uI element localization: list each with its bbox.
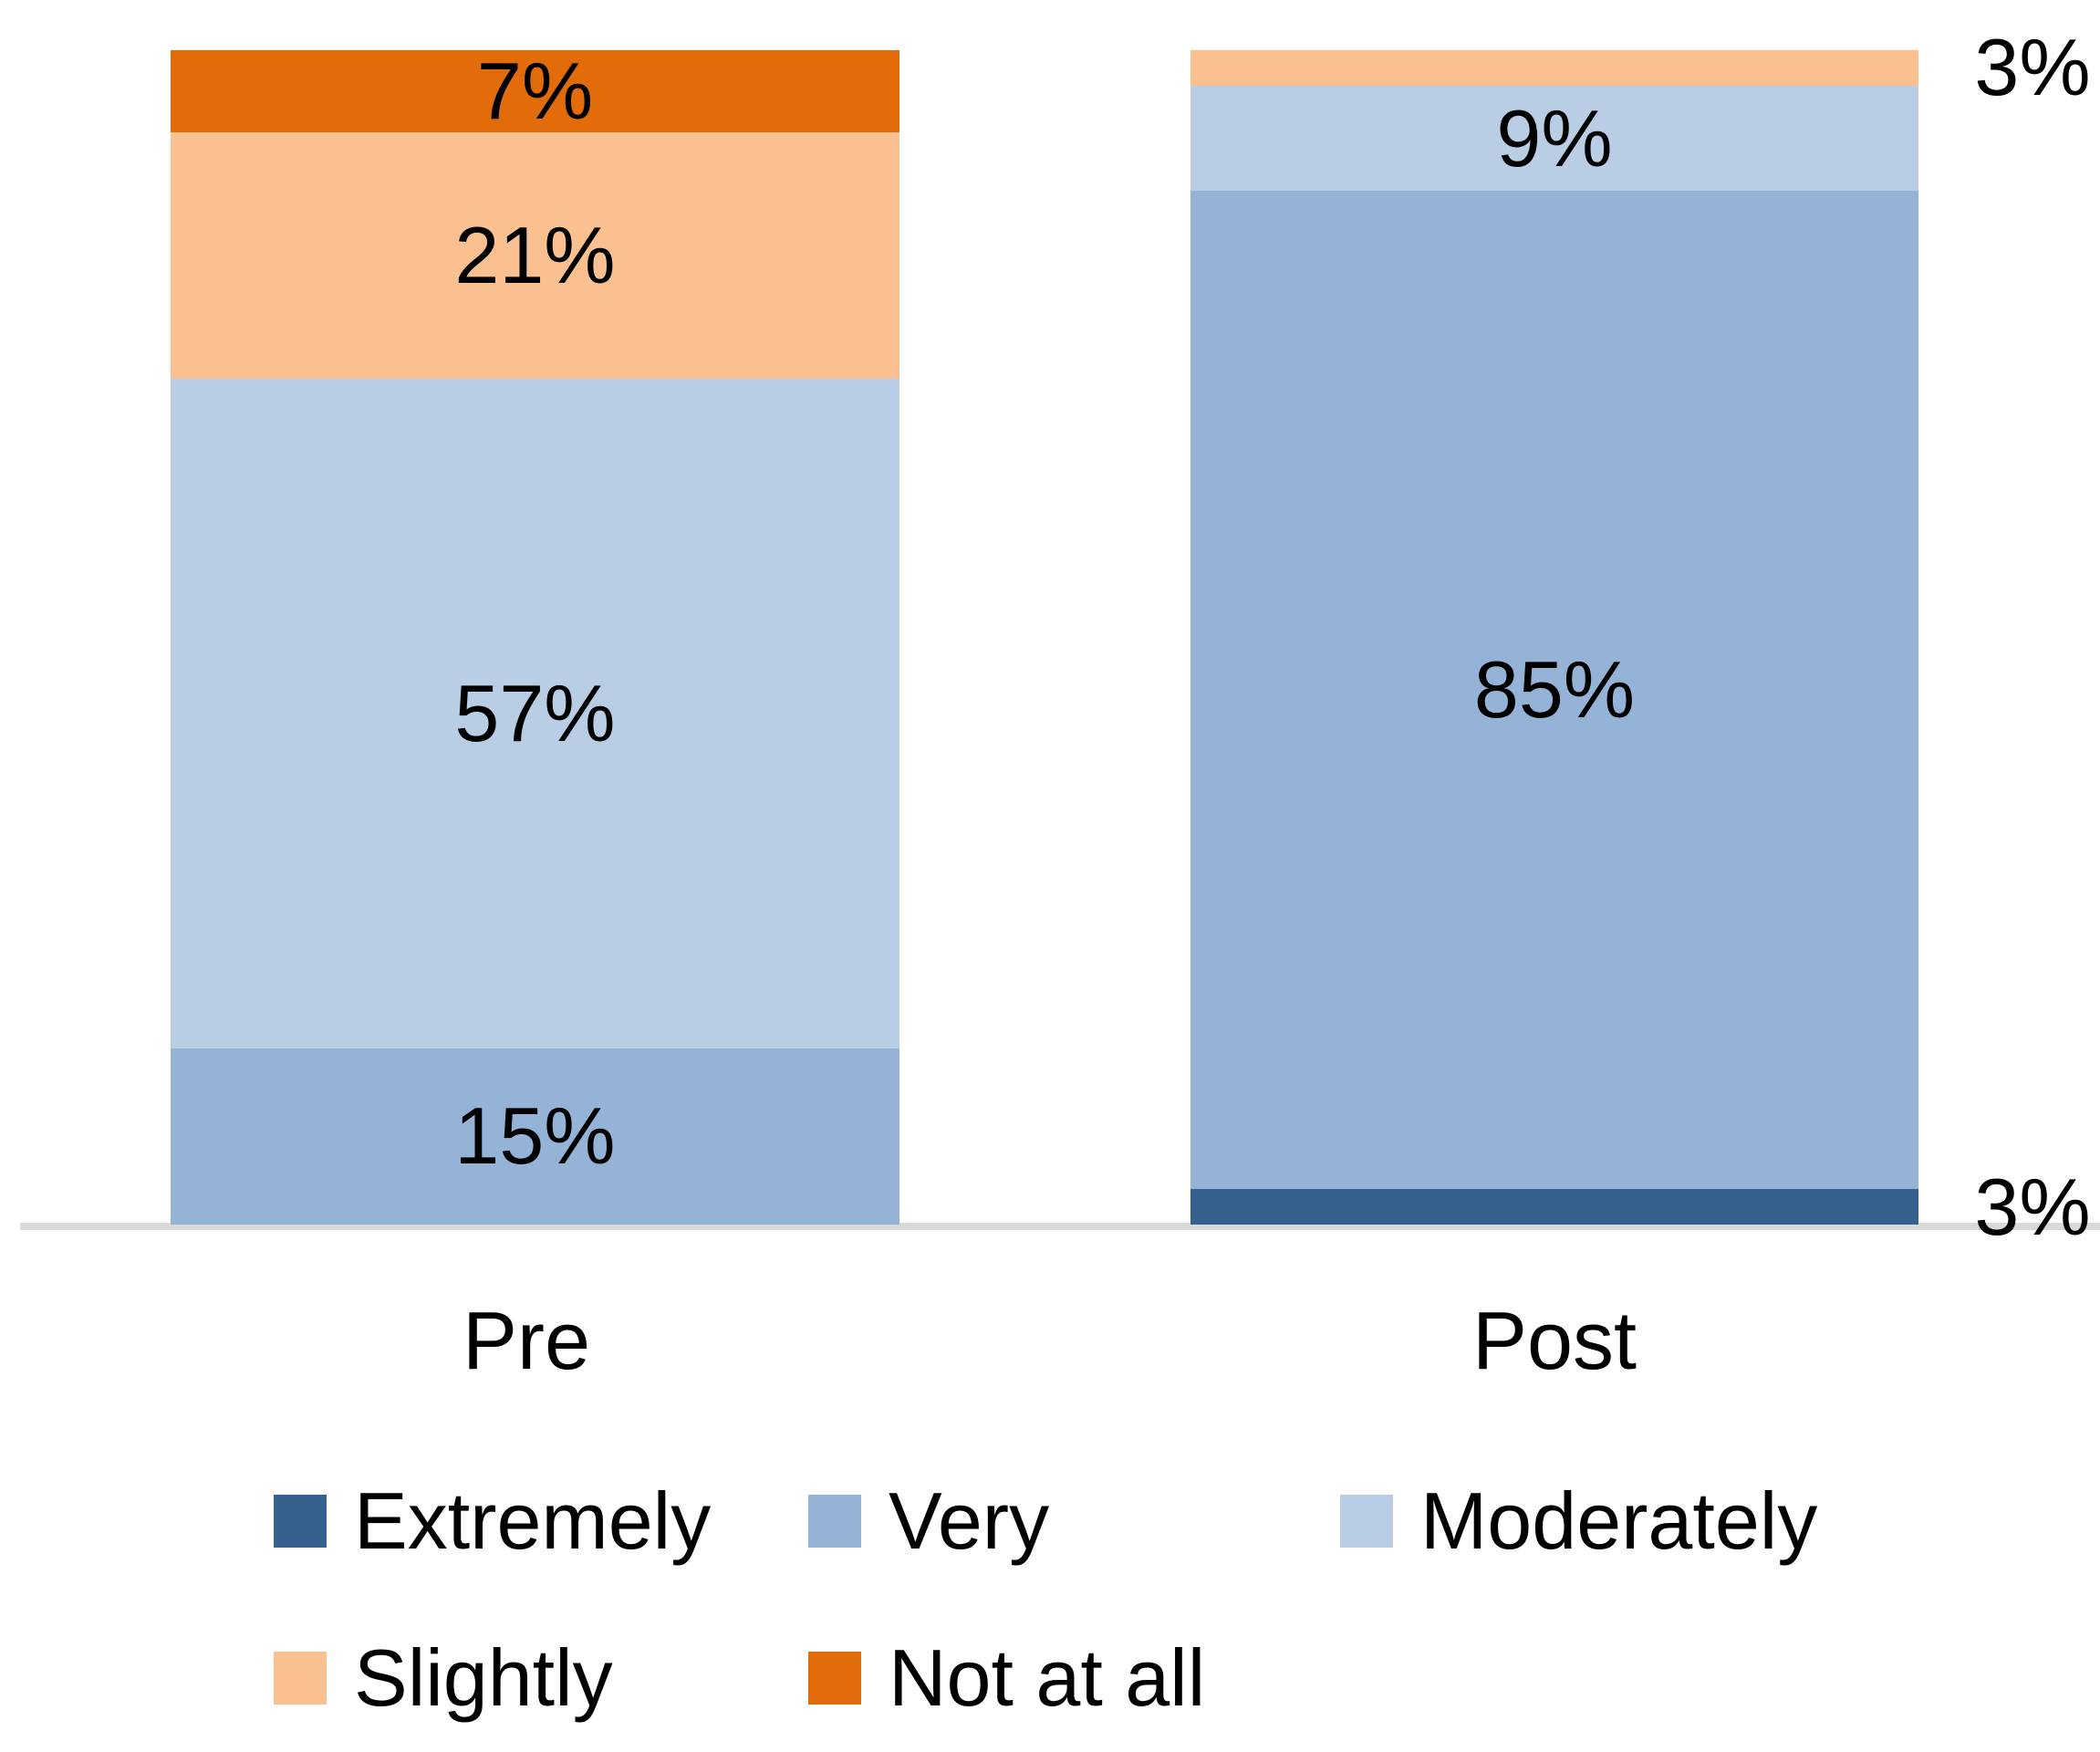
legend-label: Slightly — [354, 1632, 613, 1723]
segment-label: 9% — [1496, 92, 1613, 183]
bar-segment-post-very: 85% — [1190, 191, 1918, 1190]
category-label-post: Post — [1471, 1296, 1637, 1387]
outside-segment-label: 3% — [1974, 1161, 2091, 1252]
outside-segment-label: 3% — [1974, 22, 2091, 113]
segment-label: 7% — [476, 46, 594, 137]
legend-label: Moderately — [1420, 1476, 1818, 1566]
legend-swatch-extremely — [274, 1495, 327, 1548]
legend-swatch-slightly — [274, 1652, 327, 1705]
bar-segment-pre-very: 15% — [171, 1048, 899, 1225]
legend-swatch-moderately — [1340, 1495, 1393, 1548]
legend-item-extremely: Extremely — [274, 1476, 711, 1566]
x-axis-line — [20, 1223, 2100, 1230]
segment-label: 15% — [454, 1090, 616, 1182]
segment-label: 57% — [454, 668, 616, 759]
legend-item-very: Very — [808, 1476, 1049, 1566]
category-label-pre: Pre — [462, 1296, 591, 1387]
legend-swatch-not-at-all — [808, 1652, 861, 1705]
legend-label: Not at all — [889, 1632, 1206, 1723]
bar-post: 9% 85% — [1190, 50, 1918, 1225]
legend-label: Extremely — [354, 1476, 712, 1566]
bar-segment-post-slightly — [1190, 50, 1918, 86]
legend-item-not-at-all: Not at all — [808, 1632, 1205, 1723]
legend-item-slightly: Slightly — [274, 1632, 613, 1723]
legend-row-2: Slightly Not at all — [0, 1632, 2100, 1723]
bar-segment-pre-slightly: 21% — [171, 132, 899, 380]
segment-label: 21% — [454, 210, 616, 301]
bar-segment-pre-moderately: 57% — [171, 379, 899, 1048]
bar-pre: 7% 21% 57% 15% — [171, 46, 899, 1225]
legend-item-moderately: Moderately — [1340, 1476, 1817, 1566]
bar-segment-pre-not-at-all: 7% — [171, 46, 899, 136]
legend-row-1: Extremely Very Moderately — [0, 1476, 2100, 1566]
legend-label: Very — [889, 1476, 1050, 1566]
bar-segment-post-moderately: 9% — [1190, 85, 1918, 192]
bar-segment-post-extremely — [1190, 1189, 1918, 1225]
segment-label: 85% — [1473, 644, 1636, 735]
legend-swatch-very — [808, 1495, 861, 1548]
